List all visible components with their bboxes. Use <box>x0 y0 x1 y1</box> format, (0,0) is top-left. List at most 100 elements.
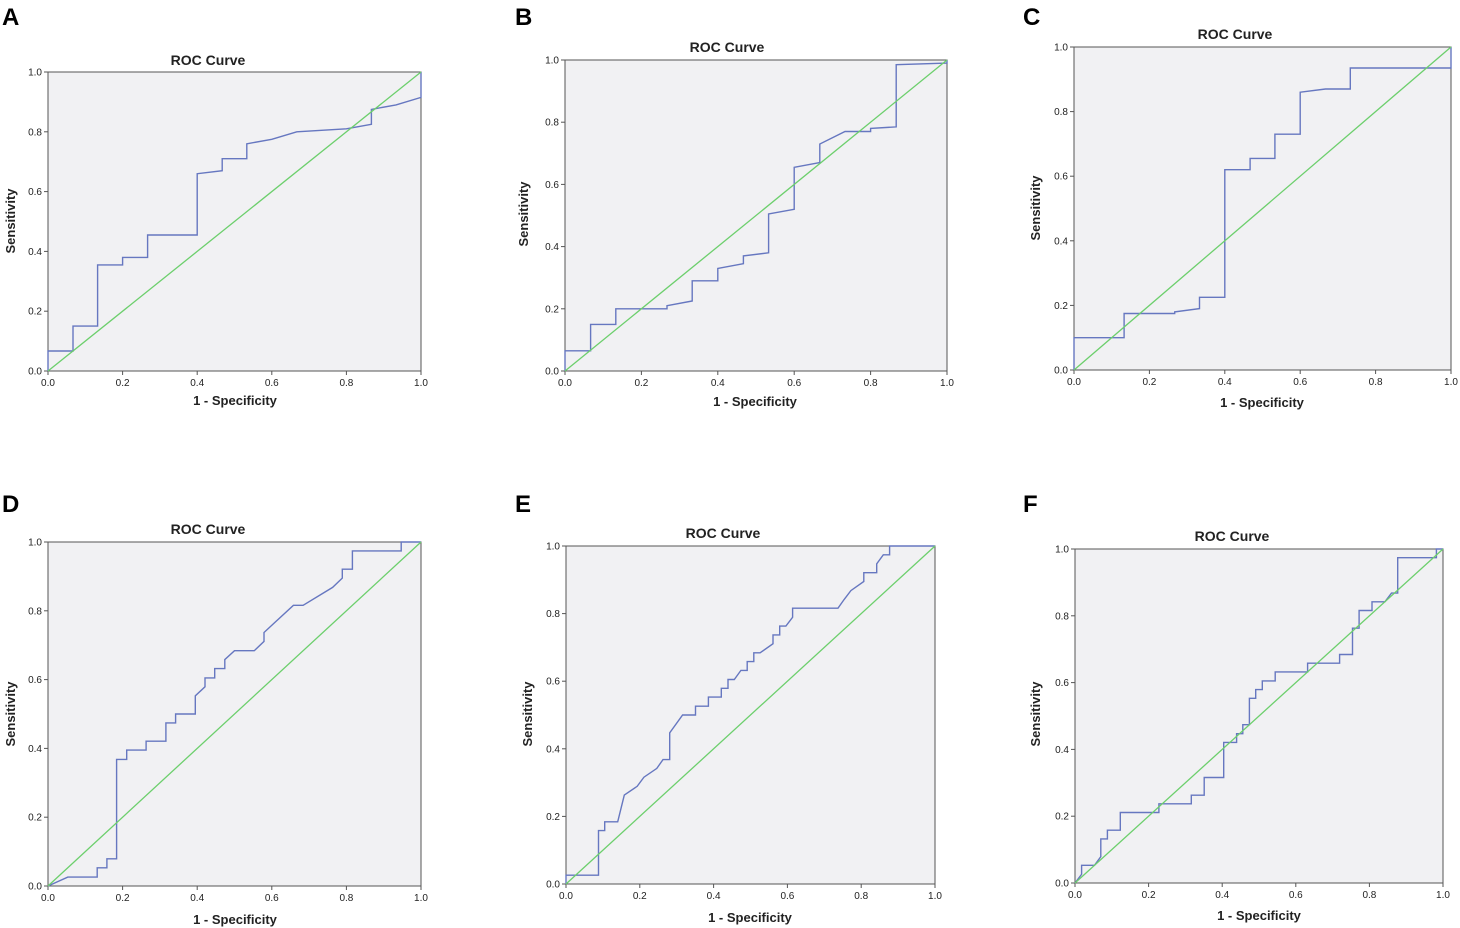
y-tick-label: 0.8 <box>28 127 42 138</box>
y-tick-label: 0.4 <box>1054 236 1068 247</box>
y-tick-label: 0.4 <box>28 744 42 755</box>
y-tick-label: 0.2 <box>28 307 42 318</box>
y-tick-label: 0.0 <box>28 882 42 893</box>
x-tick-label: 0.4 <box>707 891 721 902</box>
y-tick-label: 0.0 <box>1054 366 1068 377</box>
x-tick-label: 1.0 <box>940 378 954 389</box>
x-tick-label: 0.8 <box>854 891 868 902</box>
roc-curve <box>1074 548 1443 884</box>
y-axis-label: Sensitivity <box>3 188 18 254</box>
y-tick-label: 1.0 <box>28 68 42 79</box>
reference-line <box>564 59 948 372</box>
y-tick-label: 1.0 <box>1055 545 1069 556</box>
y-tick-label: 0.4 <box>28 247 42 258</box>
y-tick-label: 0.6 <box>1055 678 1069 689</box>
y-tick-label: 0.4 <box>546 744 560 755</box>
x-tick-label: 0.2 <box>633 891 647 902</box>
roc-curve <box>565 545 935 884</box>
y-tick-label: 0.2 <box>1055 812 1069 823</box>
y-tick-label: 0.8 <box>546 609 560 620</box>
x-tick-label: 0.0 <box>1068 890 1082 901</box>
y-tick-label: 1.0 <box>1054 43 1068 54</box>
reference-line <box>47 541 422 887</box>
x-tick-label: 1.0 <box>928 891 942 902</box>
y-tick-label: 0.0 <box>1055 879 1069 890</box>
chart-title: ROC Curve <box>686 525 761 541</box>
x-tick-label: 0.6 <box>780 891 794 902</box>
x-tick-label: 0.0 <box>41 378 55 389</box>
x-tick-label: 0.8 <box>339 893 353 904</box>
chart-title: ROC Curve <box>1198 26 1273 42</box>
y-tick-label: 0.6 <box>28 187 42 198</box>
x-tick-label: 0.4 <box>1215 890 1229 901</box>
y-tick-label: 0.2 <box>1054 301 1068 312</box>
x-tick-label: 0.4 <box>190 893 204 904</box>
chart-title: ROC Curve <box>171 52 246 68</box>
x-tick-label: 1.0 <box>1444 377 1458 388</box>
x-tick-label: 0.6 <box>1293 377 1307 388</box>
x-tick-label: 0.8 <box>1362 890 1376 901</box>
y-tick-label: 0.6 <box>28 675 42 686</box>
x-tick-label: 0.6 <box>1289 890 1303 901</box>
x-tick-label: 0.2 <box>116 378 130 389</box>
x-tick-label: 0.2 <box>634 378 648 389</box>
y-axis-label: Sensitivity <box>520 681 535 747</box>
roc-panel-c: C ROC Curve 0.0 0.2 0.4 0.6 0.8 1.0 0.0 0.2 0.4 0.6… <box>1023 4 1458 410</box>
x-tick-label: 0.2 <box>1142 890 1156 901</box>
y-axis-label: Sensitivity <box>1028 681 1043 747</box>
reference-line <box>1073 46 1452 371</box>
x-axis-label: 1 - Specificity <box>1220 395 1305 410</box>
x-axis-label: 1 - Specificity <box>708 910 793 925</box>
x-axis-label: 1 - Specificity <box>1217 908 1302 923</box>
panel-letter: B <box>515 4 532 31</box>
panel-letter: D <box>2 491 19 518</box>
x-axis-label: 1 - Specificity <box>713 394 798 409</box>
x-tick-label: 0.0 <box>1067 377 1081 388</box>
roc-curve <box>47 541 421 887</box>
panel-letter: A <box>2 4 19 31</box>
x-tick-label: 0.0 <box>558 378 572 389</box>
x-tick-label: 1.0 <box>414 378 428 389</box>
y-axis-label: Sensitivity <box>1028 175 1043 241</box>
panel-letter: E <box>515 491 531 518</box>
panel-letter: C <box>1023 4 1040 31</box>
reference-line <box>565 545 936 885</box>
x-tick-label: 0.8 <box>864 378 878 389</box>
x-tick-label: 1.0 <box>1436 890 1450 901</box>
x-tick-label: 0.6 <box>265 378 279 389</box>
x-tick-label: 0.4 <box>190 378 204 389</box>
y-tick-label: 0.0 <box>546 880 560 891</box>
y-tick-label: 0.8 <box>1054 107 1068 118</box>
y-tick-label: 0.2 <box>545 304 559 315</box>
y-tick-label: 0.6 <box>1054 172 1068 183</box>
y-tick-label: 0.4 <box>1055 745 1069 756</box>
chart-title: ROC Curve <box>171 521 246 537</box>
panel-letter: F <box>1023 491 1038 518</box>
x-tick-label: 0.8 <box>1369 377 1383 388</box>
y-tick-label: 1.0 <box>28 538 42 549</box>
roc-panel-d: D ROC Curve 0.0 0.2 0.4 0.6 0.8 1.0 0.0 0.2 0.4 0.6… <box>2 491 428 927</box>
reference-line <box>1074 548 1444 884</box>
chart-title: ROC Curve <box>690 39 765 55</box>
y-axis-label: Sensitivity <box>516 181 531 247</box>
y-axis-label: Sensitivity <box>3 681 18 747</box>
y-tick-label: 0.8 <box>1055 611 1069 622</box>
chart-title: ROC Curve <box>1195 528 1270 544</box>
y-tick-label: 0.0 <box>545 367 559 378</box>
roc-panel-e: E ROC Curve 0.0 0.2 0.4 0.6 0.8 1.0 0.0 0.2 0.4 0.6… <box>515 491 942 925</box>
x-tick-label: 0.0 <box>41 893 55 904</box>
x-tick-label: 0.6 <box>265 893 279 904</box>
reference-line <box>47 71 422 372</box>
x-tick-label: 0.6 <box>787 378 801 389</box>
roc-panel-f: F ROC Curve 0.0 0.2 0.4 0.6 0.8 1.0 0.0 0.2 0.4 0.6… <box>1023 491 1450 923</box>
roc-curve <box>47 72 422 371</box>
roc-curve <box>1073 47 1452 370</box>
y-tick-label: 0.6 <box>545 180 559 191</box>
roc-panel-b: B ROC Curve 0.0 0.2 0.4 0.6 0.8 1.0 0.0 0.2 0.4 0.6… <box>515 4 954 409</box>
x-tick-label: 0.8 <box>339 378 353 389</box>
y-tick-label: 0.2 <box>546 812 560 823</box>
y-tick-label: 0.4 <box>545 242 559 253</box>
y-tick-label: 0.8 <box>545 118 559 129</box>
x-axis-label: 1 - Specificity <box>193 393 278 408</box>
